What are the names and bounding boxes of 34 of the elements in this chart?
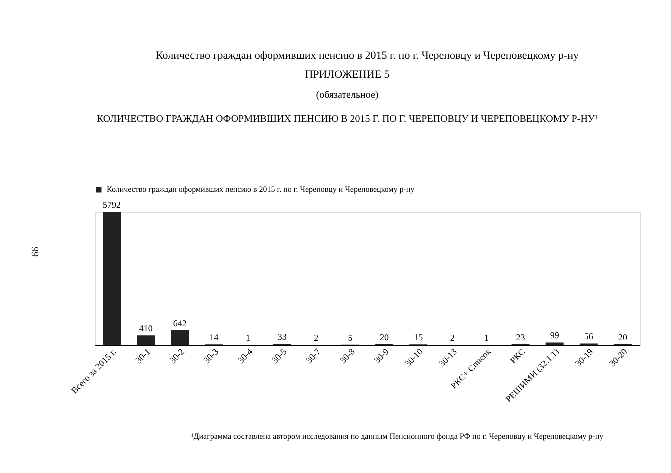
bar — [137, 336, 156, 345]
x-tick-label: 30-3 — [202, 346, 221, 366]
bar — [103, 212, 122, 345]
x-tick-label: 30-4 — [236, 346, 255, 366]
x-tick-label: РКС — [508, 346, 528, 366]
text: 99 — [29, 247, 40, 257]
chart-title: Количество граждан оформивших пенсию в 2015 г. по г. Череповцу и Череповецкому р-ну — [156, 50, 580, 62]
x-tick-label: 30-8 — [338, 346, 358, 366]
text: КОЛИЧЕСТВО ГРАЖДАН ОФОРМИВШИХ ПЕНСИЮ В 2015 Г. ПО Г. ЧЕРЕПОВЦУ И ЧЕРЕПОВЕЦКОМУ Р-НУ¹ — [97, 114, 598, 125]
data-label: 410 — [139, 324, 154, 334]
data-label: 56 — [584, 332, 594, 342]
data-label: 1 — [246, 332, 251, 343]
data-label: 14 — [210, 332, 220, 343]
data-label: 23 — [516, 332, 526, 342]
text: ¹Диаграмма составлена автором исследования по данным Пенсионного фонда РФ по г. Череповцу и Череповецкому р-ну — [191, 432, 604, 441]
data-label: 33 — [278, 332, 288, 342]
data-label: 15 — [414, 332, 424, 343]
data-label: 642 — [173, 318, 187, 328]
x-tick-label: 30-1 — [134, 346, 152, 366]
data-label: 5792 — [103, 200, 122, 210]
data-label: 20 — [380, 332, 390, 343]
text: (обязательное) — [316, 90, 379, 101]
data-label: 2 — [450, 332, 455, 343]
bar — [171, 330, 190, 345]
text: ПРИЛОЖЕНИЕ 5 — [305, 69, 390, 81]
data-label: 5 — [348, 332, 354, 343]
legend-label: Количество граждан оформивших пенсию в 2015 г. по г. Череповцу и Череповецкому р-ну — [107, 185, 415, 194]
x-tick-label: 30-5 — [270, 346, 290, 366]
data-label: 1 — [484, 332, 489, 343]
x-tick-label: 30-2 — [168, 346, 187, 366]
data-label: 20 — [618, 332, 628, 343]
data-label: 99 — [550, 330, 560, 341]
data-label: 2 — [314, 332, 319, 343]
x-tick-label: 30-9 — [372, 346, 392, 366]
